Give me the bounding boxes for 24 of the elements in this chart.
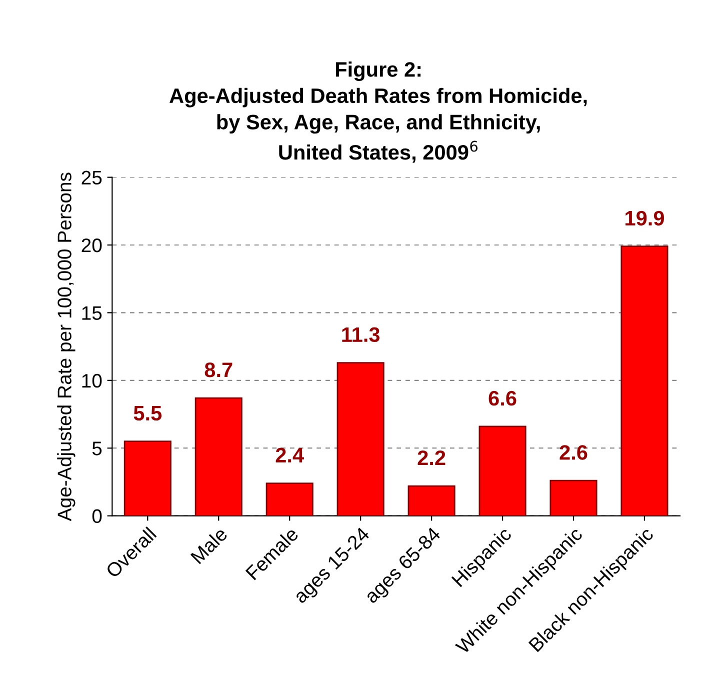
bar: [550, 480, 598, 516]
bar: [620, 246, 668, 516]
data-label: 11.3: [342, 327, 380, 342]
y-tick-label: 15: [82, 306, 102, 320]
bar: [408, 485, 456, 516]
bar: [478, 426, 526, 516]
data-label: 2.4: [276, 448, 304, 462]
data-label: 19.9: [626, 210, 664, 226]
y-tick-label: 20: [82, 238, 102, 252]
y-tick-label: 25: [82, 170, 102, 185]
data-label: 8.7: [204, 362, 232, 378]
chart-title: Figure 2: Age-Adjusted Death Rates from Homicide, by Sex, Age, Race, and Ethnicity, United States, 2009$^{6}$: [170, 62, 587, 163]
data-label: 6.6: [488, 390, 516, 406]
data-label: 2.6: [560, 445, 588, 460]
y-tick-label: 10: [82, 374, 102, 388]
bar: [124, 440, 172, 516]
data-label: 2.2: [418, 450, 446, 466]
bar: [266, 482, 314, 516]
data-label: 5.5: [134, 406, 162, 421]
y-axis-title: Age-Adjusted Rate per 100,000 Persons: [57, 172, 76, 522]
bar: [194, 397, 242, 516]
y-tick-label: 0: [92, 509, 102, 524]
bar: [336, 362, 384, 516]
y-tick-label: 5: [92, 442, 102, 456]
